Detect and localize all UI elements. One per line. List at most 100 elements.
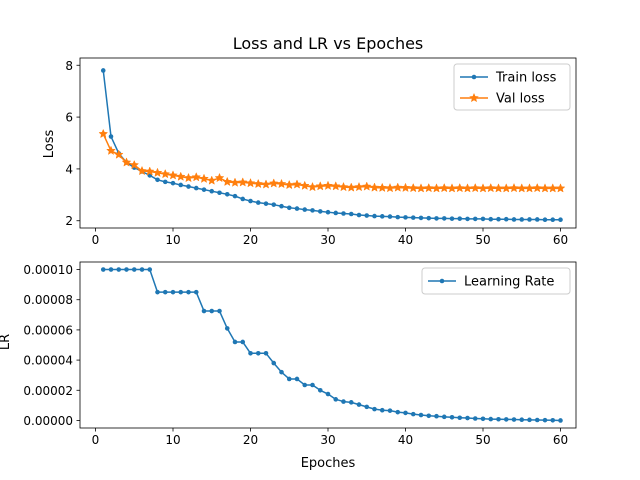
lr-data-point <box>418 412 424 418</box>
lr-series-0 <box>100 267 563 423</box>
loss-data-point <box>268 178 279 188</box>
loss-y-tick-label: 6 <box>65 111 73 125</box>
loss-data-point <box>302 207 308 212</box>
loss-data-point <box>183 172 194 183</box>
lr-data-point <box>426 413 432 419</box>
loss-data-point <box>199 173 209 183</box>
loss-data-point <box>108 134 114 139</box>
loss-data-point <box>193 185 199 191</box>
lr-data-point <box>496 416 501 422</box>
loss-legend-marker <box>471 74 477 80</box>
loss-data-point <box>472 216 478 222</box>
loss-data-point <box>392 182 403 192</box>
loss-data-point <box>248 198 253 204</box>
lr-x-tick-label: 50 <box>475 433 490 447</box>
loss-x-tick-label: 10 <box>165 233 180 247</box>
loss-data-point <box>403 215 408 220</box>
loss-data-point <box>434 216 439 221</box>
loss-data-point <box>361 181 372 191</box>
loss-data-point <box>214 172 225 183</box>
loss-data-point <box>237 177 248 187</box>
loss-data-point <box>387 214 393 219</box>
loss-data-point <box>186 184 191 189</box>
loss-data-point <box>501 183 512 193</box>
lr-data-point <box>542 417 548 423</box>
loss-data-point <box>240 196 246 202</box>
loss-data-point <box>558 217 563 223</box>
loss-data-point <box>418 215 424 221</box>
loss-data-point <box>330 181 341 191</box>
lr-data-point <box>310 382 315 388</box>
lr-data-point <box>387 408 393 413</box>
top-y-axis-label: Loss <box>42 130 57 159</box>
loss-data-point <box>323 180 333 190</box>
lr-y-tick-label: 0.00008 <box>23 293 73 307</box>
loss-data-point <box>377 182 388 193</box>
loss-y-tick-label: 4 <box>65 162 73 176</box>
loss-data-point <box>341 211 346 216</box>
loss-legend-marker <box>469 92 479 103</box>
loss-data-point <box>232 193 238 199</box>
lr-data-point <box>434 413 439 419</box>
loss-data-point <box>410 215 416 220</box>
loss-data-point <box>385 182 395 193</box>
lr-data-point <box>147 267 153 272</box>
lr-data-point <box>232 339 238 345</box>
loss-data-point <box>178 182 184 188</box>
loss-data-point <box>496 216 501 222</box>
loss-data-point <box>485 182 496 193</box>
lr-data-point <box>333 397 339 402</box>
lr-y-tick-label: 0.00000 <box>23 414 73 428</box>
loss-data-point <box>480 216 486 222</box>
loss-data-point <box>162 179 168 185</box>
lr-data-point <box>511 417 517 422</box>
loss-data-point <box>511 217 517 222</box>
loss-data-point <box>348 211 354 217</box>
lr-data-point <box>441 414 447 420</box>
lr-data-point <box>124 267 129 272</box>
loss-data-point <box>462 183 473 193</box>
lr-data-point <box>294 376 300 382</box>
lr-data-point <box>449 414 455 420</box>
loss-data-point <box>503 216 509 222</box>
loss-data-point <box>271 202 277 207</box>
lr-data-point <box>550 418 556 423</box>
loss-data-point <box>230 177 240 187</box>
loss-data-point <box>160 168 171 179</box>
loss-data-point <box>224 192 230 197</box>
lr-data-point <box>403 410 408 416</box>
lr-y-tick-label: 0.00002 <box>23 384 73 398</box>
lr-legend-marker <box>439 278 445 284</box>
loss-data-point <box>325 209 331 215</box>
loss-data-point <box>263 201 269 206</box>
lr-data-point <box>209 308 215 314</box>
loss-data-point <box>364 213 370 218</box>
loss-data-point <box>542 217 548 223</box>
lr-x-tick-label: 60 <box>553 433 568 447</box>
loss-data-point <box>555 183 566 193</box>
lr-data-point <box>186 289 191 295</box>
lr-data-point <box>356 402 362 407</box>
loss-data-point <box>276 178 287 189</box>
lr-data-point <box>116 267 122 272</box>
lr-data-point <box>279 369 284 375</box>
loss-data-point <box>170 180 176 186</box>
lr-x-tick-label: 10 <box>165 433 180 447</box>
lr-data-point <box>108 267 114 272</box>
lr-data-point <box>457 415 463 421</box>
loss-x-tick-label: 20 <box>243 233 258 247</box>
lr-data-point <box>395 409 401 415</box>
loss-data-point <box>253 178 264 189</box>
loss-y-tick-label: 8 <box>65 59 73 73</box>
lr-data-point <box>527 417 532 423</box>
loss-data-point <box>356 212 362 218</box>
loss-data-point <box>129 159 140 170</box>
loss-data-point <box>457 216 463 221</box>
loss-data-point <box>113 149 124 159</box>
loss-data-point <box>478 183 488 193</box>
bottom-x-axis-label: Epoches <box>301 456 356 471</box>
loss-data-point <box>292 179 302 189</box>
lr-data-point <box>201 308 207 314</box>
loss-data-point <box>106 145 116 155</box>
lr-data-point <box>217 308 222 314</box>
